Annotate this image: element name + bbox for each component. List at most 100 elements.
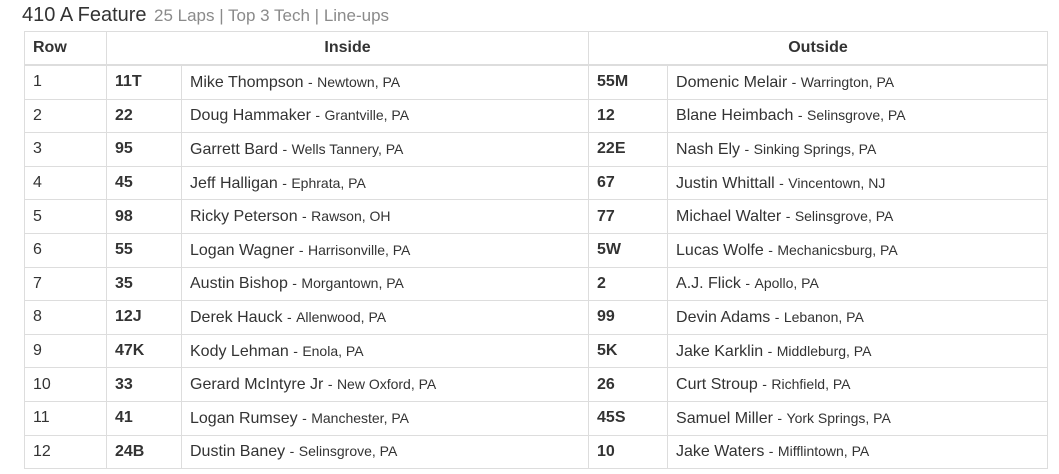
inside-car-number: 95	[106, 132, 182, 167]
table-row: 3 95 Garrett Bard - Wells Tannery, PA 22E Na…	[24, 132, 1049, 167]
outside-driver-cell: Domenic Melair - Warrington, PA	[667, 64, 1049, 100]
inside-driver-cell: Kody Lehman - Enola, PA	[180, 333, 590, 369]
driver-separator: -	[774, 308, 780, 325]
table-row: 11 41 Logan Rumsey - Manchester, PA 45S Samu…	[24, 400, 1049, 436]
table-row: 10 33 Gerard McIntyre Jr - New Oxford, PA 2…	[24, 367, 1049, 402]
inside-car-number: 22	[106, 98, 182, 134]
driver-separator: -	[293, 342, 298, 359]
outside-driver-hometown: Warrington, PA	[800, 73, 895, 90]
inside-driver-cell: Derek Hauck - Allenwood, PA	[180, 300, 590, 335]
inside-driver-name: Austin Bishop	[190, 275, 288, 293]
row-number: 5	[24, 199, 107, 234]
driver-separator: -	[289, 443, 295, 460]
outside-driver-name: Nash Ely	[676, 140, 741, 158]
inside-driver-name: Jeff Halligan	[190, 174, 278, 192]
outside-car-number: 2	[588, 266, 669, 302]
outside-driver-hometown: Vincentown, NJ	[788, 174, 886, 191]
inside-driver-cell: Logan Rumsey - Manchester, PA	[180, 400, 590, 436]
outside-car-number: 22E	[588, 132, 669, 167]
driver-separator: -	[779, 174, 784, 191]
column-header-row: Row	[24, 31, 107, 66]
inside-car-number: 98	[106, 199, 182, 234]
table-row: 7 35 Austin Bishop - Morgantown, PA 2 A.J. F…	[24, 266, 1049, 302]
inside-car-number: 33	[106, 367, 182, 402]
row-number: 2	[24, 98, 107, 134]
outside-car-number: 12	[588, 98, 669, 134]
inside-car-number: 12J	[106, 300, 182, 335]
inside-driver-hometown: Morgantown, PA	[301, 275, 404, 292]
driver-separator: -	[777, 409, 783, 426]
outside-car-number: 5W	[588, 232, 669, 268]
table-header-row: Row Inside Outside	[24, 31, 1049, 66]
driver-separator: -	[307, 73, 313, 90]
outside-driver-hometown: Richfield, PA	[771, 376, 851, 393]
row-number: 6	[24, 232, 107, 268]
page-title: 410 A Feature	[22, 4, 147, 26]
page-subtitle: 25 Laps | Top 3 Tech | Line-ups	[154, 6, 390, 25]
table-row: 8 12J Derek Hauck - Allenwood, PA 99 Devin A…	[24, 300, 1049, 335]
lineup-table-body: 1 11T Mike Thompson - Newtown, PA 55M Domeni…	[24, 64, 1049, 470]
outside-driver-name: Devin Adams	[676, 308, 771, 326]
outside-driver-hometown: York Springs, PA	[786, 409, 891, 426]
lineup-table: Row Inside Outside 1 11T Mike Thompson - N…	[24, 31, 1049, 470]
outside-driver-cell: Michael Walter - Selinsgrove, PA	[667, 199, 1049, 234]
driver-separator: -	[762, 376, 767, 393]
row-number: 7	[24, 266, 107, 302]
inside-driver-hometown: Newtown, PA	[317, 73, 401, 90]
row-number: 12	[24, 434, 107, 470]
driver-separator: -	[797, 107, 803, 124]
driver-separator: -	[744, 140, 750, 157]
inside-driver-hometown: New Oxford, PA	[336, 376, 437, 393]
outside-driver-hometown: Apollo, PA	[754, 275, 819, 292]
outside-driver-hometown: Mechanicsburg, PA	[777, 241, 898, 258]
driver-separator: -	[327, 376, 333, 393]
row-number: 3	[24, 132, 107, 167]
inside-driver-hometown: Wells Tannery, PA	[291, 140, 404, 157]
outside-car-number: 5K	[588, 333, 669, 369]
outside-car-number: 10	[588, 434, 669, 470]
row-number: 11	[24, 400, 107, 436]
inside-car-number: 55	[106, 232, 182, 268]
outside-driver-name: Samuel Miller	[676, 409, 773, 427]
inside-driver-name: Logan Rumsey	[190, 409, 298, 427]
outside-driver-name: Domenic Melair	[676, 73, 788, 91]
outside-driver-cell: Blane Heimbach - Selinsgrove, PA	[667, 98, 1049, 134]
outside-driver-cell: Samuel Miller - York Springs, PA	[667, 400, 1049, 436]
outside-driver-hometown: Sinking Springs, PA	[753, 140, 877, 157]
column-header-outside: Outside	[588, 31, 1049, 66]
outside-driver-name: Jake Karklin	[676, 342, 764, 360]
outside-driver-name: Lucas Wolfe	[676, 241, 764, 259]
outside-driver-cell: Jake Karklin - Middleburg, PA	[667, 333, 1049, 369]
driver-separator: -	[282, 140, 288, 157]
inside-car-number: 45	[106, 165, 182, 201]
table-row: 4 45 Jeff Halligan - Ephrata, PA 67 Justin W…	[24, 165, 1049, 201]
outside-driver-cell: Justin Whittall - Vincentown, NJ	[667, 165, 1049, 201]
outside-driver-name: Michael Walter	[676, 208, 782, 226]
table-row: 12 24B Dustin Baney - Selinsgrove, PA 10 Jak…	[24, 434, 1049, 470]
inside-driver-cell: Jeff Halligan - Ephrata, PA	[180, 165, 590, 201]
outside-driver-name: Blane Heimbach	[676, 107, 794, 125]
row-number: 4	[24, 165, 107, 201]
inside-driver-hometown: Enola, PA	[302, 342, 364, 359]
inside-driver-hometown: Grantville, PA	[324, 107, 410, 124]
driver-separator: -	[292, 275, 297, 292]
row-number: 8	[24, 300, 107, 335]
column-header-inside: Inside	[105, 31, 590, 66]
outside-driver-cell: Curt Stroup - Richfield, PA	[667, 367, 1049, 402]
inside-car-number: 35	[106, 266, 182, 302]
outside-driver-cell: Nash Ely - Sinking Springs, PA	[667, 132, 1049, 167]
inside-driver-hometown: Manchester, PA	[311, 409, 409, 426]
inside-driver-name: Gerard McIntyre Jr	[190, 376, 324, 394]
outside-driver-name: Jake Waters	[676, 443, 765, 461]
inside-driver-cell: Doug Hammaker - Grantville, PA	[180, 98, 590, 134]
inside-driver-cell: Dustin Baney - Selinsgrove, PA	[180, 434, 590, 470]
driver-separator: -	[302, 409, 307, 426]
inside-driver-name: Kody Lehman	[190, 342, 289, 360]
row-number: 1	[24, 64, 107, 100]
inside-car-number: 41	[106, 400, 182, 436]
inside-driver-hometown: Allenwood, PA	[296, 308, 387, 325]
inside-driver-hometown: Ephrata, PA	[291, 174, 366, 191]
outside-driver-hometown: Selinsgrove, PA	[794, 208, 894, 225]
row-number: 9	[24, 333, 107, 369]
table-row: 5 98 Ricky Peterson - Rawson, OH 77 Michael …	[24, 199, 1049, 234]
